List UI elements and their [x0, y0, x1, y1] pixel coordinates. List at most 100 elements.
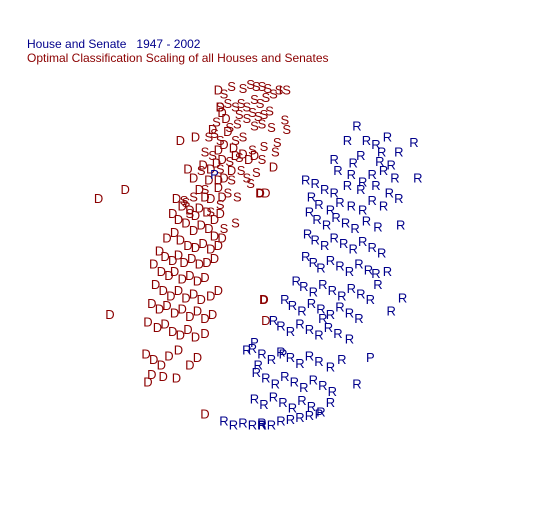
point-d-139: D — [206, 289, 215, 304]
point-s-16: S — [261, 90, 270, 105]
point-d-126: D — [164, 268, 173, 283]
point-d-144: D — [170, 305, 179, 320]
point-s-31: S — [204, 130, 213, 145]
point-s-1: S — [227, 79, 236, 94]
point-r-220: R — [373, 219, 382, 234]
point-r-273: R — [305, 348, 314, 363]
point-d-177: D — [172, 371, 181, 386]
point-s-59: S — [231, 216, 240, 231]
point-d-71: D — [212, 156, 221, 171]
point-d-164: D — [193, 350, 202, 365]
point-s-62: S — [185, 206, 194, 221]
point-r-309: R — [387, 303, 396, 318]
point-r-234: R — [335, 259, 344, 274]
point-d-75: D — [238, 146, 247, 161]
point-s-37: S — [271, 145, 280, 160]
point-r-269: R — [267, 352, 276, 367]
point-d-165: D — [200, 406, 209, 421]
point-d-84: D — [183, 161, 192, 176]
point-r-186: R — [333, 163, 342, 178]
point-r-305: R — [305, 408, 314, 423]
point-d-146: D — [185, 309, 194, 324]
point-d-114: D — [214, 238, 223, 253]
point-r-237: R — [364, 262, 373, 277]
point-d-122: D — [202, 255, 211, 270]
point-d-67: D — [223, 124, 232, 139]
point-d-129: D — [185, 268, 194, 283]
point-s-54: S — [201, 182, 210, 197]
point-d-137: D — [189, 287, 198, 302]
point-s-13: S — [242, 100, 251, 115]
point-r-271: R — [286, 350, 295, 365]
point-r-199: R — [330, 186, 339, 201]
point-d-148: D — [200, 311, 209, 326]
point-r-181: R — [377, 145, 386, 160]
point-r-256: R — [345, 305, 354, 320]
point-d-150: D — [143, 315, 152, 330]
point-d-133: D — [159, 283, 168, 298]
point-r-201: R — [356, 182, 365, 197]
point-r-235: R — [345, 264, 354, 279]
point-r-252: R — [307, 296, 316, 311]
point-d-97: D — [210, 212, 219, 227]
point-r-248: R — [366, 292, 375, 307]
point-r-191: R — [390, 171, 399, 186]
point-r-296: R — [219, 414, 228, 429]
point-s-50: S — [237, 163, 246, 178]
point-r-195: R — [347, 167, 356, 182]
point-r-289: R — [269, 389, 278, 404]
point-d-64: D — [217, 105, 226, 120]
point-p-318: P — [315, 406, 324, 421]
point-r-222: R — [311, 232, 320, 247]
point-d-157: D — [200, 326, 209, 341]
point-s-10: S — [223, 96, 232, 111]
point-s-56: S — [182, 195, 191, 210]
point-r-224: R — [330, 231, 339, 246]
point-d-108: D — [170, 225, 179, 240]
point-d-156: D — [191, 330, 200, 345]
point-r-209: R — [347, 199, 356, 214]
point-s-2: S — [239, 81, 248, 96]
point-is-320: IS — [279, 83, 292, 98]
point-s-25: S — [233, 116, 242, 131]
point-d-112: D — [198, 236, 207, 251]
point-d-106: D — [217, 231, 226, 246]
point-r-227: R — [358, 234, 367, 249]
point-d-134: D — [166, 289, 175, 304]
point-s-29: S — [280, 113, 289, 128]
point-r-274: R — [314, 354, 323, 369]
point-s-6: S — [263, 81, 272, 96]
point-s-43: S — [248, 143, 257, 158]
point-s-7: S — [269, 87, 278, 102]
point-r-323: R — [257, 418, 267, 433]
point-r-184: R — [343, 133, 352, 148]
point-r-290: R — [278, 395, 287, 410]
point-s-38: S — [273, 135, 282, 150]
point-d-173: D — [261, 313, 270, 328]
point-r-299: R — [248, 418, 257, 433]
chart-title: House and Senate 1947 - 2002 — [27, 37, 201, 51]
point-d-101: D — [181, 216, 190, 231]
point-r-310: R — [398, 290, 407, 305]
point-d-141: D — [147, 296, 156, 311]
point-d-111: D — [191, 240, 200, 255]
point-r-251: R — [297, 303, 306, 318]
point-r-268: R — [257, 346, 266, 361]
point-r-292: R — [297, 393, 306, 408]
point-d-105: D — [210, 229, 219, 244]
point-r-219: R — [362, 214, 371, 229]
point-r-202: R — [371, 178, 380, 193]
point-s-28: S — [267, 120, 276, 135]
point-d-78: D — [198, 158, 207, 173]
point-r-304: R — [295, 410, 304, 425]
point-d-117: D — [168, 253, 177, 268]
point-d-104: D — [204, 221, 213, 236]
point-d-153: D — [168, 324, 177, 339]
point-d-147: D — [193, 303, 202, 318]
point-r-288: R — [259, 397, 268, 412]
point-r-266: R — [345, 332, 354, 347]
point-r-242: R — [309, 285, 318, 300]
point-s-20: S — [254, 109, 263, 124]
point-d-130: D — [193, 274, 202, 289]
point-d-151: D — [153, 320, 162, 335]
